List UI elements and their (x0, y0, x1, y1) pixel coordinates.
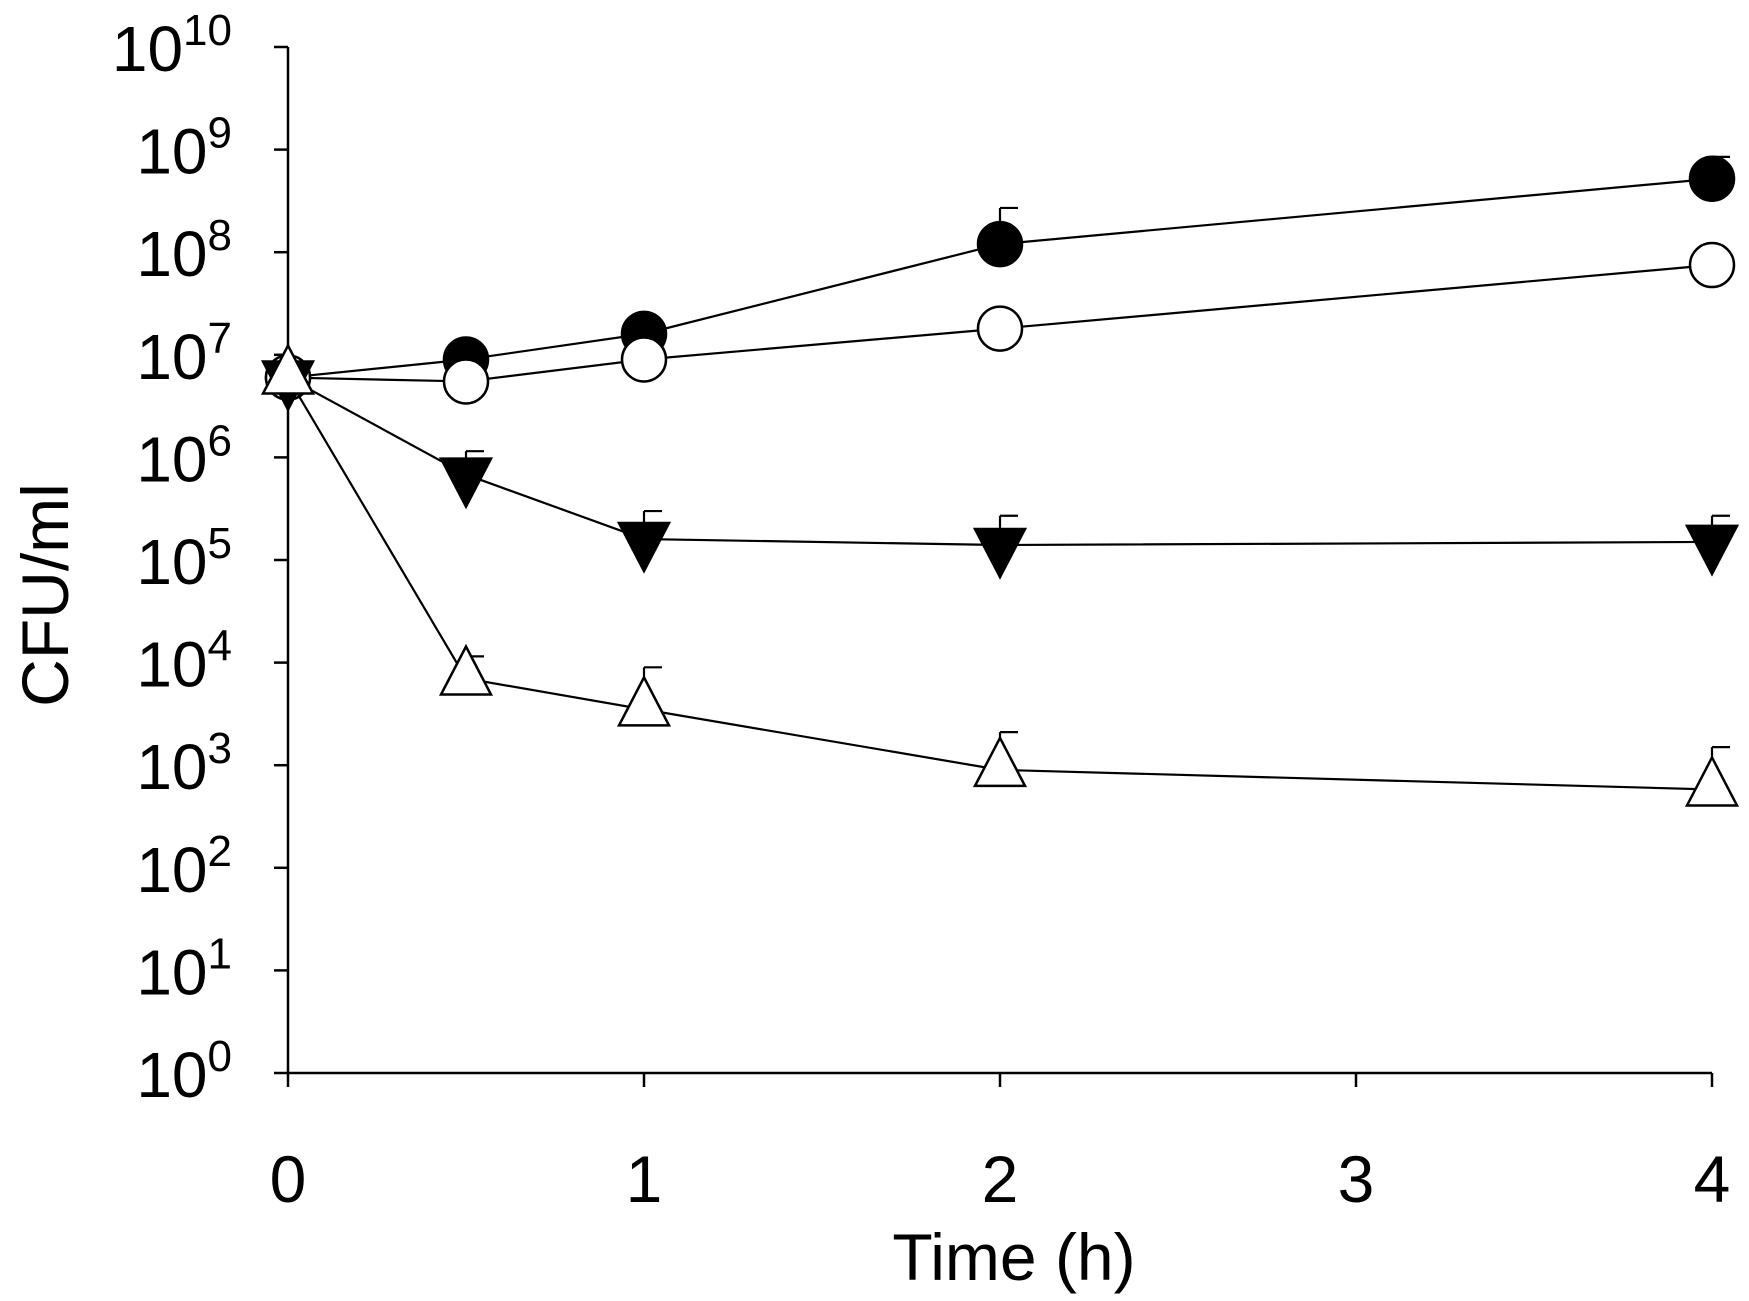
y-tick-label-exponent: 2 (208, 827, 232, 876)
y-tick-label-7: 107 (136, 314, 232, 393)
y-tick-label-2: 102 (136, 827, 232, 906)
series-0-group (264, 155, 1736, 401)
data-point-series-1-x-2 (976, 305, 1024, 352)
y-tick-label-9: 109 (136, 109, 232, 188)
x-axis-title: Time (h) (892, 1220, 1135, 1294)
y-tick-label-base: 10 (136, 526, 207, 598)
x-tick-label-2: 2 (982, 1142, 1019, 1216)
x-tick-label-4: 4 (1694, 1142, 1731, 1216)
y-tick-label-exponent: 1 (208, 929, 232, 978)
data-point-series-1-x-4 (1688, 241, 1736, 289)
y-tick-label-base: 10 (136, 936, 207, 1008)
y-tick-label-base: 10 (112, 13, 183, 85)
y-tick-label-8: 108 (136, 211, 232, 290)
data-point-series-2-x-1 (616, 521, 672, 574)
y-tick-label-4: 104 (136, 622, 232, 701)
data-point-series-2-x-4 (1684, 524, 1740, 577)
x-tick-label-1: 1 (626, 1142, 663, 1216)
data-point-series-3-x-0 (260, 342, 316, 395)
y-tick-label-10: 1010 (112, 6, 232, 85)
data-point-series-3-x-2 (972, 735, 1028, 788)
y-tick-label-exponent: 8 (208, 211, 232, 260)
y-tick-label-6: 106 (136, 416, 232, 495)
series-3-group (260, 342, 1740, 807)
data-point-series-2-x-0.5 (438, 457, 494, 510)
data-point-series-3-x-0.5 (438, 643, 494, 696)
y-tick-label-3: 103 (136, 724, 232, 803)
y-tick-label-base: 10 (136, 218, 207, 290)
y-tick-label-exponent: 9 (208, 109, 232, 158)
data-point-series-3-x-4 (1684, 754, 1740, 807)
y-tick-label-base: 10 (136, 116, 207, 188)
data-point-series-0-x-4 (1688, 155, 1736, 202)
y-tick-label-5: 105 (136, 519, 232, 598)
y-tick-label-base: 10 (136, 731, 207, 803)
y-tick-label-0: 100 (136, 1032, 232, 1111)
y-tick-label-exponent: 0 (208, 1032, 232, 1081)
y-tick-label-base: 10 (136, 629, 207, 701)
y-tick-label-base: 10 (136, 321, 207, 393)
y-tick-label-base: 10 (136, 834, 207, 906)
data-point-series-1-x-0.5 (442, 358, 490, 405)
data-point-series-0-x-2 (976, 220, 1024, 268)
y-tick-label-exponent: 5 (208, 519, 232, 568)
y-tick-label-base: 10 (136, 423, 207, 495)
y-tick-label-exponent: 10 (183, 6, 232, 55)
y-tick-label-1: 101 (136, 929, 232, 1008)
data-point-series-3-x-1 (616, 674, 672, 727)
data-point-series-2-x-2 (972, 527, 1028, 580)
y-axis-title: CFU/ml (8, 483, 82, 707)
series (260, 155, 1740, 807)
y-tick-label-exponent: 6 (208, 416, 232, 465)
x-tick-label-3: 3 (1338, 1142, 1375, 1216)
series-line-3 (287, 377, 1713, 791)
y-tick-label-exponent: 4 (208, 622, 232, 671)
y-tick-label-exponent: 7 (208, 314, 232, 363)
x-tick-label-0: 0 (270, 1142, 307, 1216)
data-point-series-1-x-1 (620, 336, 668, 383)
y-tick-label-exponent: 3 (208, 724, 232, 773)
y-tick-label-base: 10 (136, 1039, 207, 1111)
